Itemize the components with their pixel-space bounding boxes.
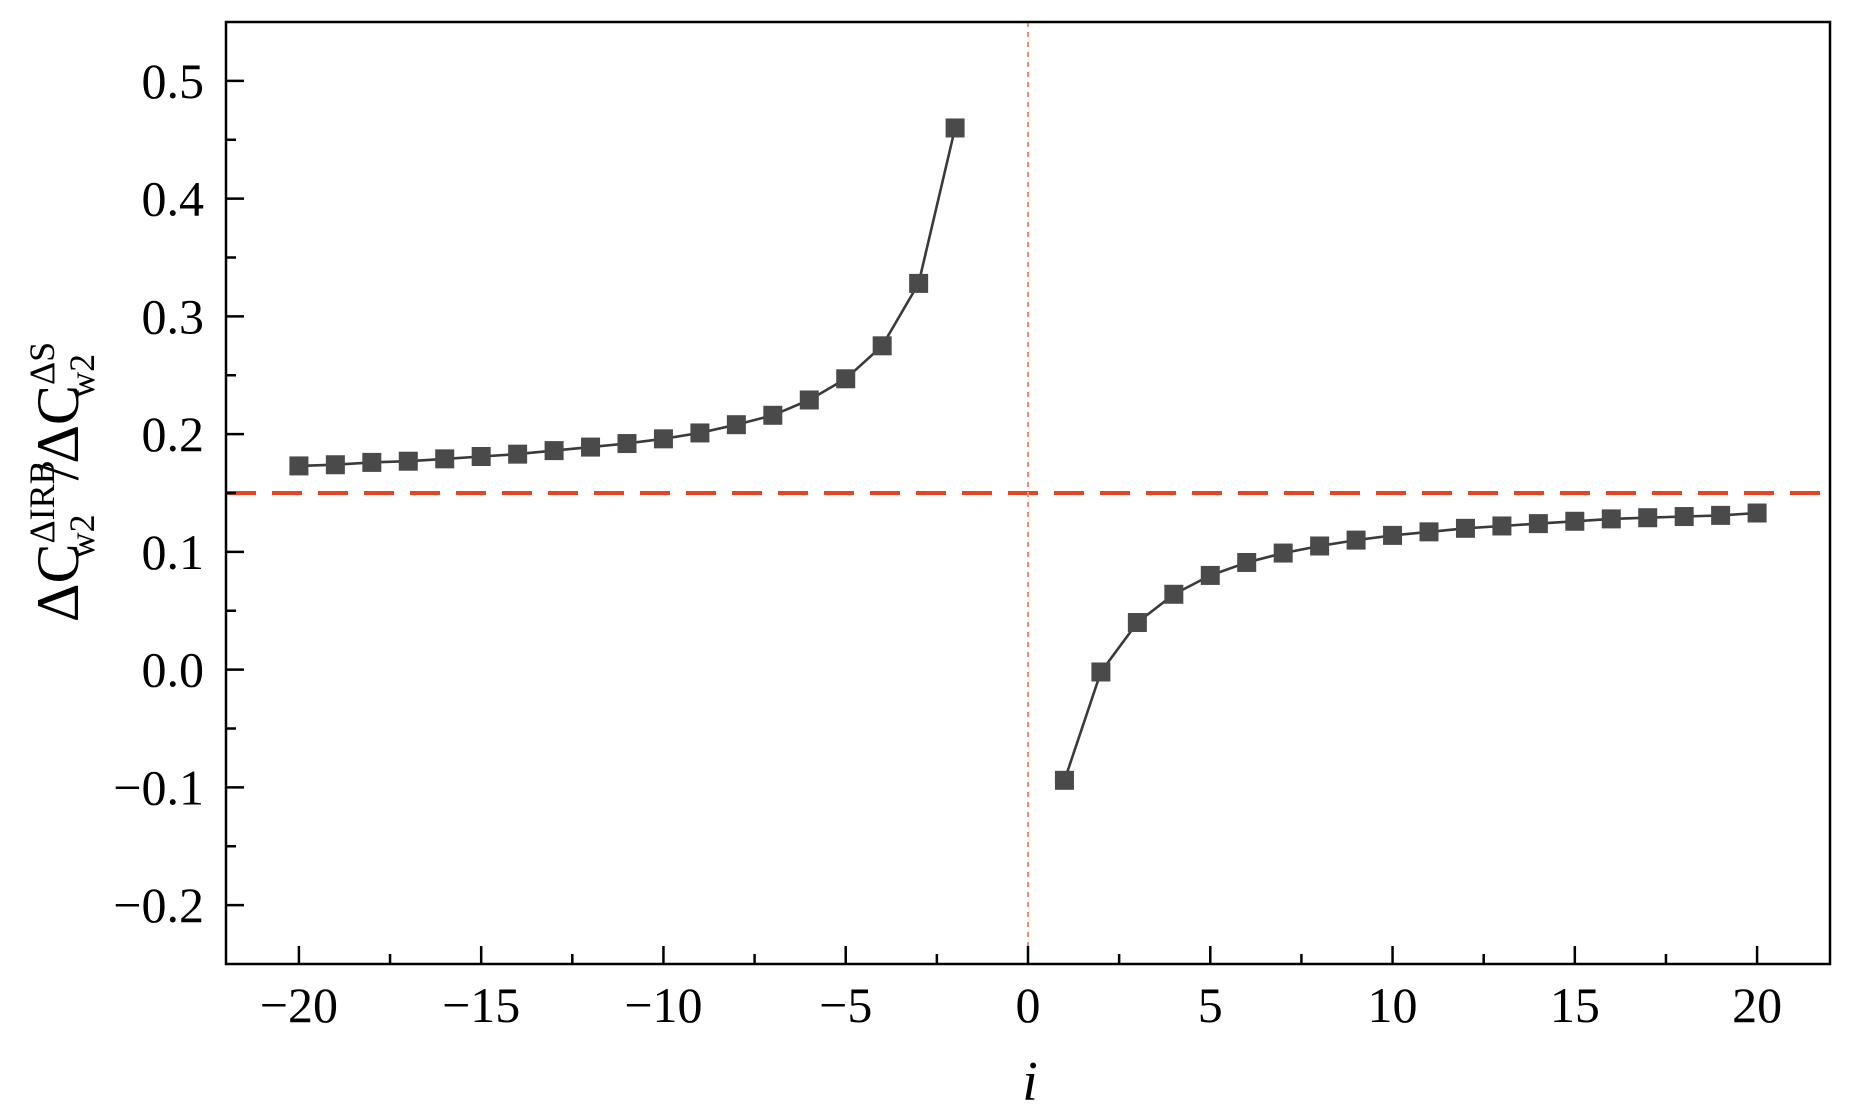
data-point-square	[1310, 536, 1330, 556]
y-tick-label: 0.1	[142, 524, 205, 580]
data-point-square	[836, 369, 856, 389]
data-point-square	[1383, 525, 1403, 545]
data-point-square	[1127, 613, 1147, 633]
data-point-square	[1455, 518, 1475, 538]
x-tick-label: −20	[260, 977, 338, 1033]
y-title-sup-2: ΔS	[22, 342, 62, 385]
data-point-square	[289, 456, 309, 476]
y-title-sup-1: ΔIRB	[22, 460, 62, 543]
data-point-square	[1200, 565, 1220, 585]
data-point-square	[1492, 516, 1512, 536]
data-point-square	[690, 423, 710, 443]
tick-labels: −20 −15 −10 −5 0 5 10 15 20 −0.2 −0.1 0.0 0.1 0.2 0.3 0…	[113, 53, 1782, 1033]
x-tick-label: −10	[624, 977, 702, 1033]
y-title-slash: /	[25, 463, 91, 480]
x-tick-label: 5	[1198, 977, 1223, 1033]
data-point-square	[1273, 543, 1293, 563]
data-point-square	[726, 415, 746, 435]
data-point-square	[653, 429, 673, 449]
x-tick-label: 15	[1550, 977, 1600, 1033]
data-point-square	[945, 118, 965, 138]
data-point-square	[1419, 522, 1439, 542]
data-point-square	[508, 444, 528, 464]
data-point-square	[1638, 508, 1658, 528]
x-tick-label: −5	[819, 977, 872, 1033]
y-tick-label: −0.1	[113, 759, 204, 815]
data-point-square	[872, 336, 892, 356]
y-title-c-2: C	[25, 385, 91, 425]
y-title-delta-1: Δ	[25, 584, 91, 623]
y-tick-label: −0.2	[113, 877, 204, 933]
y-title-sub-1: w2	[62, 514, 102, 558]
reference-lines	[226, 22, 1830, 964]
y-title-sub-2: w2	[62, 354, 102, 398]
data-point-square	[544, 441, 564, 461]
data-point-square	[1346, 530, 1366, 550]
x-tick-label: 0	[1016, 977, 1041, 1033]
data-point-square	[1565, 511, 1585, 531]
y-tick-label: 0.3	[142, 288, 205, 344]
axes	[224, 20, 1832, 966]
data-point-square	[1091, 662, 1111, 682]
data-point-square	[1164, 584, 1184, 604]
data-point-square	[1674, 507, 1694, 527]
x-tick-label: 20	[1732, 977, 1782, 1033]
data-point-square	[1237, 552, 1257, 572]
data-point-square	[398, 451, 418, 471]
data-point-square	[1528, 514, 1548, 534]
x-axis-title: i	[1022, 1051, 1038, 1111]
data-point-square	[909, 273, 929, 293]
data-point-square	[325, 455, 345, 475]
y-axis-title: ΔCΔIRBw2/ΔCΔSw2	[22, 342, 102, 622]
data-point-square	[799, 390, 819, 410]
data-point-square	[581, 437, 601, 457]
data-point-square	[763, 405, 783, 425]
x-tick-label: −15	[442, 977, 520, 1033]
x-tick-label: 10	[1368, 977, 1418, 1033]
y-tick-label: 0.5	[142, 53, 205, 109]
data-point-square	[362, 452, 382, 472]
data-point-square	[471, 446, 491, 466]
data-point-square	[617, 434, 637, 454]
data-point-square	[1601, 509, 1621, 529]
data-point-square	[435, 449, 455, 469]
data-point-square	[1747, 503, 1767, 523]
data-series	[289, 118, 1767, 790]
y-title-delta-2: Δ	[25, 425, 91, 464]
y-title-c-1: C	[25, 544, 91, 584]
y-tick-label: 0.4	[142, 171, 205, 227]
y-tick-label: 0.2	[142, 406, 205, 462]
data-point-square	[1711, 505, 1731, 525]
y-tick-label: 0.0	[142, 642, 205, 698]
data-point-square	[1054, 770, 1074, 790]
series-line-1	[298, 127, 957, 468]
series-line-2	[1063, 511, 1758, 781]
